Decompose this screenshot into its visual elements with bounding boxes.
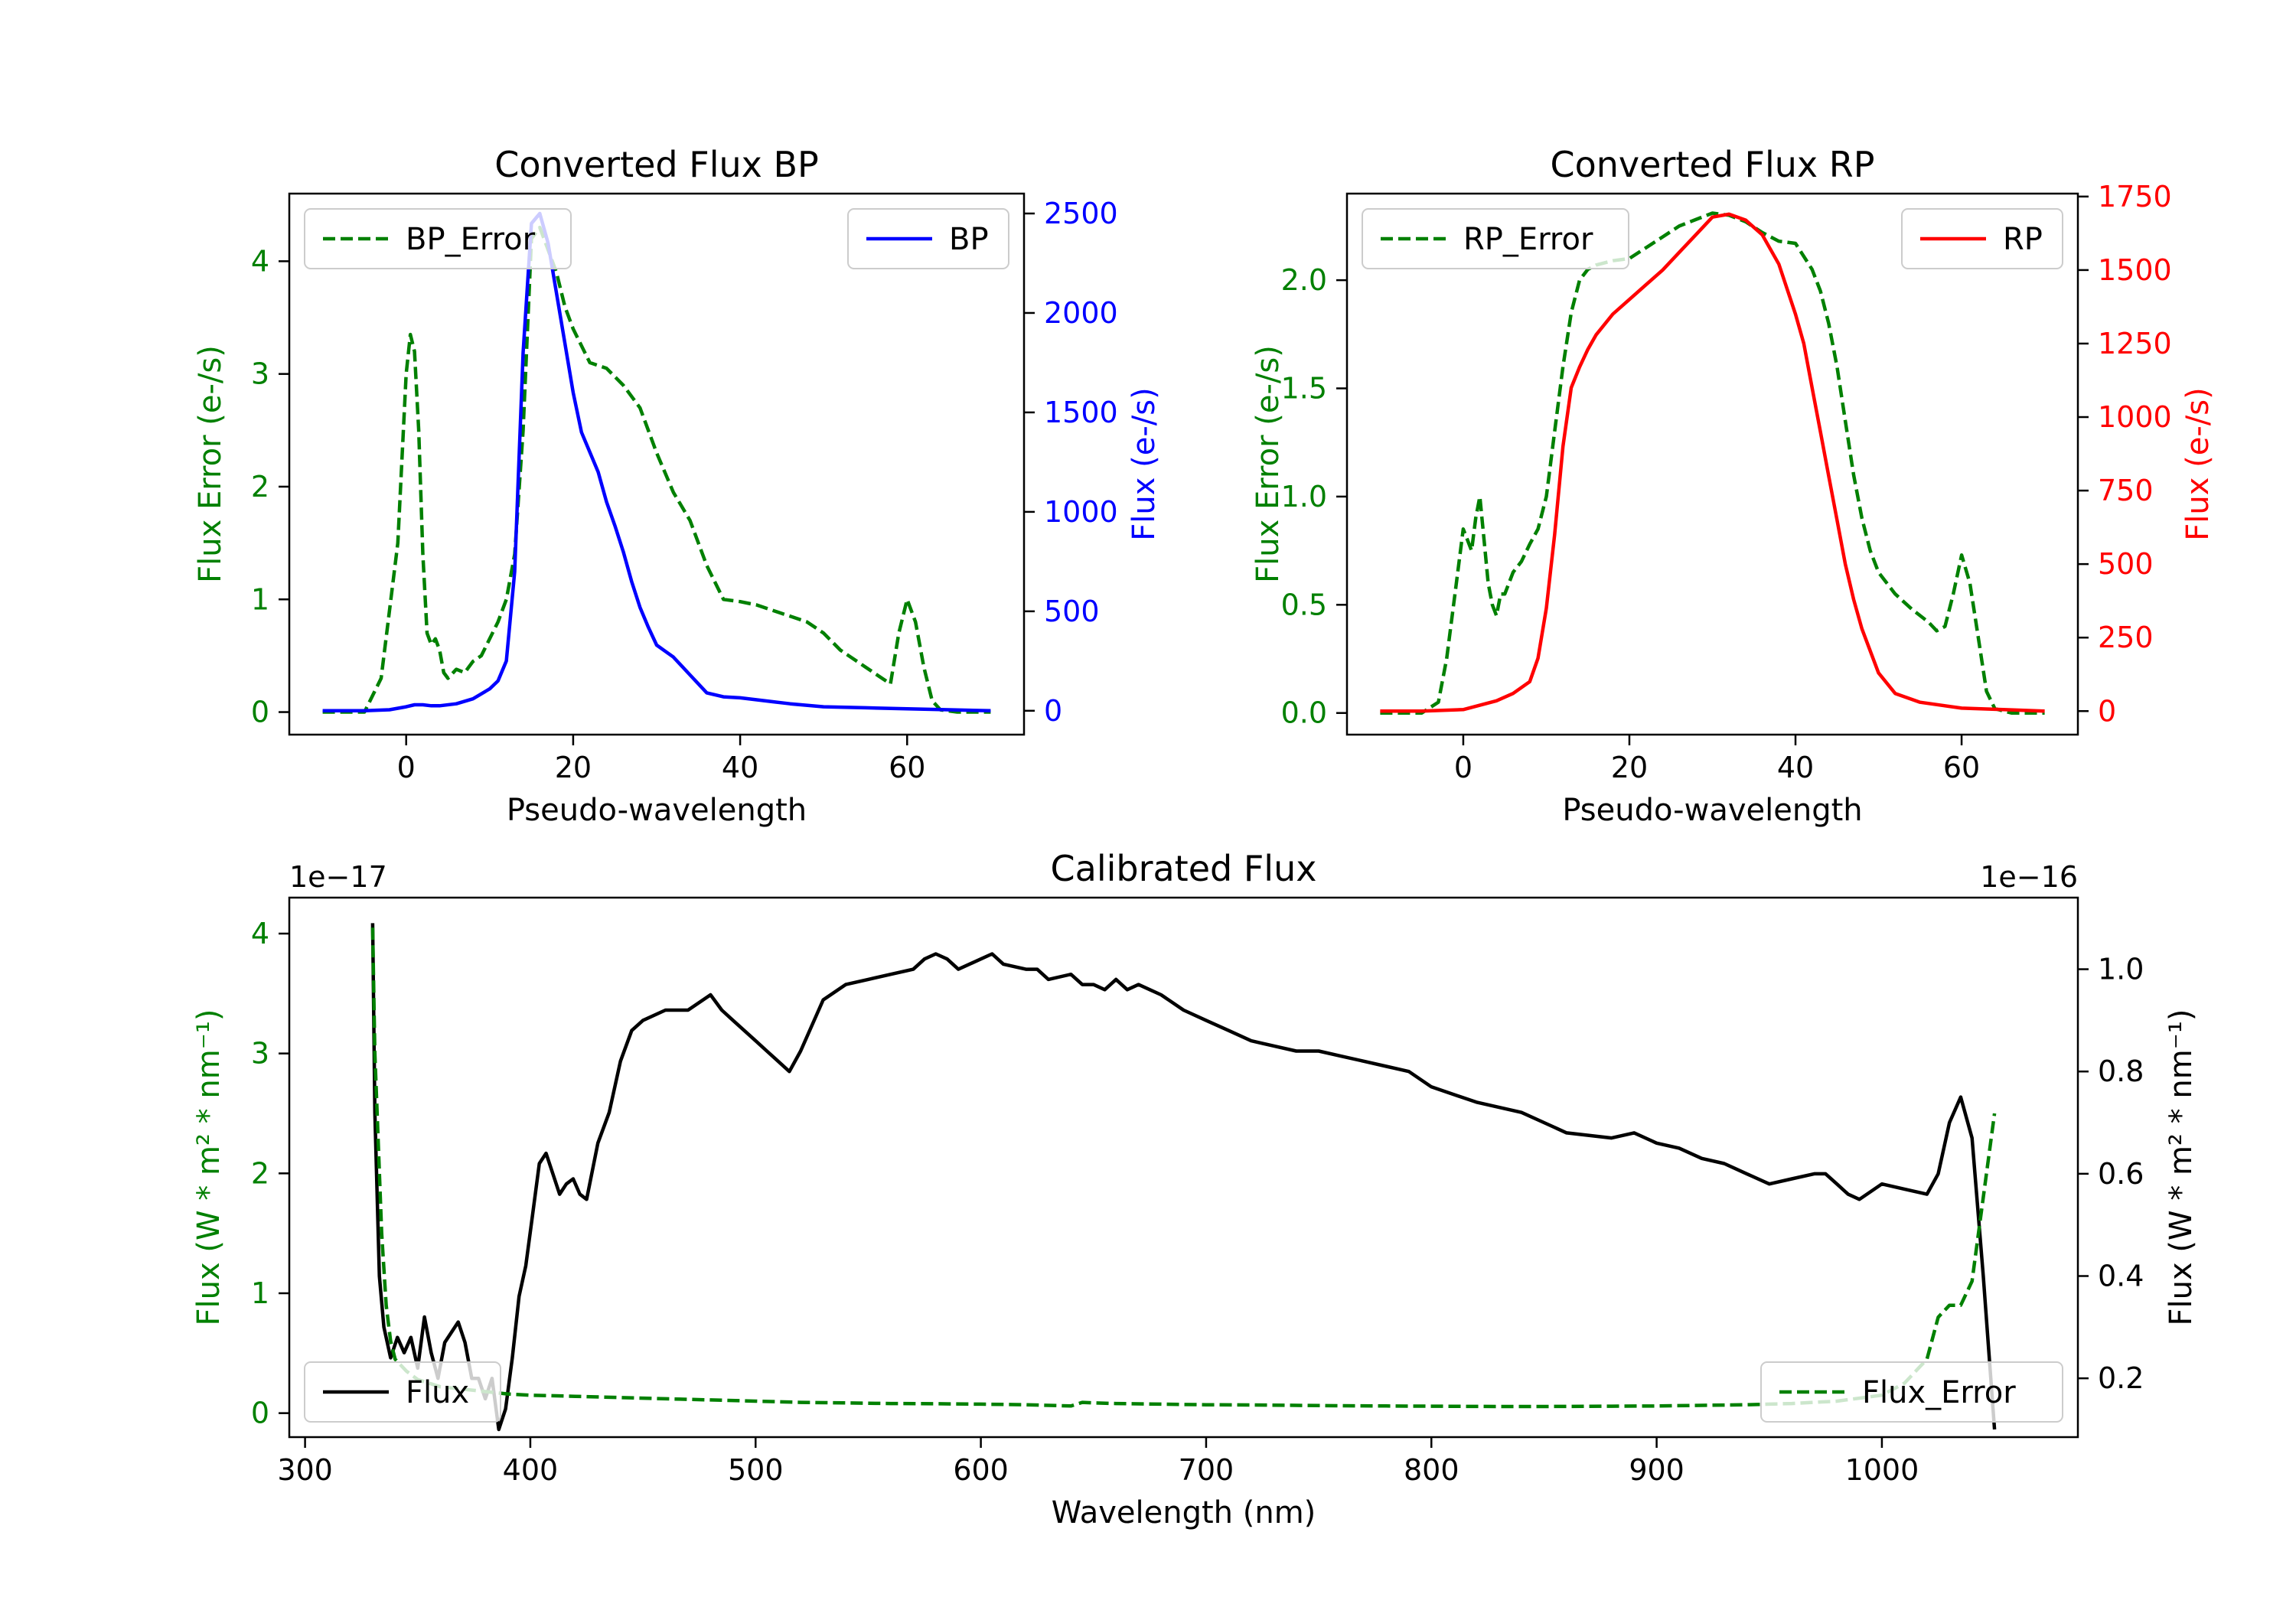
rp-ytick-right-label: 750	[2098, 474, 2154, 507]
calibrated-legend-flux-error: Flux_Error	[1760, 1361, 2063, 1423]
calibrated-ytick-left-label: 1	[251, 1276, 269, 1310]
rp-ytick-left-label: 1.5	[1281, 372, 1327, 406]
rp-ytick-right-label: 1000	[2098, 400, 2172, 434]
bp-ytick-right-label: 1000	[1044, 495, 1118, 529]
rp-title: Converted Flux RP	[1551, 144, 1875, 185]
rp-ytick-left-label: 1.0	[1281, 480, 1327, 513]
legend-label: RP_Error	[1463, 222, 1593, 257]
calibrated-xtick-label: 400	[503, 1453, 559, 1487]
legend-box	[1362, 208, 1629, 269]
rp-ylabel-left: Flux Error (e-/s)	[1251, 345, 1286, 583]
bp-legend-bp-error: BP_Error	[304, 208, 572, 269]
bp-plot-area	[322, 211, 991, 714]
rp-legend-rp-error: RP_Error	[1362, 208, 1629, 269]
legend-box	[1760, 1361, 2063, 1423]
rp-xlabel: Pseudo-wavelength	[1562, 793, 1862, 828]
bp-title: Converted Flux BP	[494, 144, 819, 185]
legend-label: BP	[949, 222, 989, 257]
rp-series-rp-error	[1380, 211, 2045, 715]
legend-label: Flux	[406, 1375, 469, 1410]
calibrated-xtick-label: 1000	[1845, 1453, 1919, 1487]
bp-legend-bp: BP	[847, 208, 1009, 269]
rp-ytick-right-label: 0	[2098, 694, 2116, 728]
calibrated-ytick-right-label: 0.4	[2098, 1260, 2144, 1293]
legend-box	[304, 208, 572, 269]
rp-xtick-label: 0	[1454, 751, 1473, 784]
calibrated-legend-flux: Flux	[304, 1361, 501, 1423]
rp-series-rp	[1380, 212, 2045, 713]
rp-ylabel-right: Flux (e-/s)	[2180, 387, 2216, 540]
calibrated-xtick-label: 500	[728, 1453, 784, 1487]
bp-ytick-right-label: 2000	[1044, 296, 1118, 330]
panel-bp: 0 20 40 600123405001000150020002500Converte…	[193, 144, 1162, 828]
bp-ytick-left-label: 4	[251, 244, 269, 278]
bp-xtick-label: 60	[889, 751, 925, 784]
bp-xtick-label: 20	[555, 751, 592, 784]
calibrated-title: Calibrated Flux	[1051, 848, 1317, 889]
calibrated-axes-frame	[288, 896, 2079, 1439]
calibrated-xtick-label: 800	[1404, 1453, 1459, 1487]
calibrated-offset-right: 1e−16	[1980, 860, 2078, 894]
rp-ytick-right-label: 250	[2098, 621, 2154, 654]
rp-ytick-left-label: 0.0	[1281, 696, 1327, 730]
bp-ylabel-left: Flux Error (e-/s)	[193, 345, 228, 583]
rp-xtick-label: 40	[1777, 751, 1814, 784]
legend-label: Flux_Error	[1862, 1375, 2016, 1410]
calibrated-ytick-right-label: 0.2	[2098, 1361, 2144, 1395]
bp-ylabel-right: Flux (e-/s)	[1127, 387, 1162, 540]
calibrated-ytick-left-label: 3	[251, 1037, 269, 1071]
rp-ytick-left-label: 0.5	[1281, 588, 1327, 621]
calibrated-ytick-right-label: 0.8	[2098, 1054, 2144, 1088]
bp-ytick-right-label: 1500	[1044, 396, 1118, 429]
bp-axes-frame	[288, 192, 1026, 736]
rp-ytick-right-label: 1500	[2098, 253, 2172, 287]
bp-ytick-right-label: 500	[1044, 595, 1100, 628]
rp-ytick-right-label: 1250	[2098, 327, 2172, 360]
calibrated-ytick-left-label: 2	[251, 1156, 269, 1190]
rp-ytick-right-label: 1750	[2098, 180, 2172, 214]
bp-xtick-label: 0	[397, 751, 416, 784]
legend-label: BP_Error	[406, 222, 536, 257]
calibrated-xtick-label: 900	[1629, 1453, 1684, 1487]
rp-legend-rp: RP	[1901, 208, 2063, 269]
bp-series-bp-error	[322, 225, 991, 714]
calibrated-ytick-left-label: 4	[251, 917, 269, 950]
panel-calibrated: 300 400 500 600 700 800 900 1000 0 1 2 3 4 0.2 0.4 0.6 0…	[191, 848, 2199, 1530]
rp-ytick-left-label: 2.0	[1281, 263, 1327, 297]
bp-ytick-left-label: 2	[251, 470, 269, 504]
calibrated-offset-left: 1e−17	[289, 860, 387, 894]
calibrated-ylabel-right: Flux (W * m² * nm⁻¹)	[2164, 1009, 2199, 1326]
legend-box	[304, 1361, 501, 1423]
calibrated-xtick-label: 300	[277, 1453, 333, 1487]
calibrated-xlabel: Wavelength (nm)	[1052, 1495, 1316, 1530]
bp-ytick-left-label: 0	[251, 696, 269, 729]
rp-plot-area	[1380, 211, 2045, 715]
bp-xtick-label: 40	[722, 751, 758, 784]
rp-axes-frame	[1345, 192, 2079, 736]
bp-ytick-right-label: 0	[1044, 694, 1062, 728]
bp-ytick-right-label: 2500	[1044, 197, 1118, 230]
legend-label: RP	[2003, 222, 2043, 257]
calibrated-ytick-right-label: 0.6	[2098, 1157, 2144, 1191]
calibrated-xtick-label: 700	[1179, 1453, 1234, 1487]
rp-xtick-label: 20	[1611, 751, 1648, 784]
bp-xlabel: Pseudo-wavelength	[507, 793, 807, 828]
calibrated-xtick-label: 600	[953, 1453, 1009, 1487]
bp-ytick-left-label: 3	[251, 357, 269, 391]
rp-ytick-right-label: 500	[2098, 547, 2154, 581]
bp-ytick-left-label: 1	[251, 582, 269, 616]
calibrated-ylabel-left: Flux (W * m² * nm⁻¹)	[191, 1009, 227, 1326]
panel-rp: 0 20 40 60 0.0 0.5 1.0 1.5 2.0 0 250 500 750 1000 1250…	[1251, 144, 2216, 828]
rp-xtick-label: 60	[1943, 751, 1980, 784]
calibrated-ytick-left-label: 0	[251, 1397, 269, 1430]
bp-series-bp	[322, 211, 991, 713]
calibrated-ytick-right-label: 1.0	[2098, 953, 2144, 986]
